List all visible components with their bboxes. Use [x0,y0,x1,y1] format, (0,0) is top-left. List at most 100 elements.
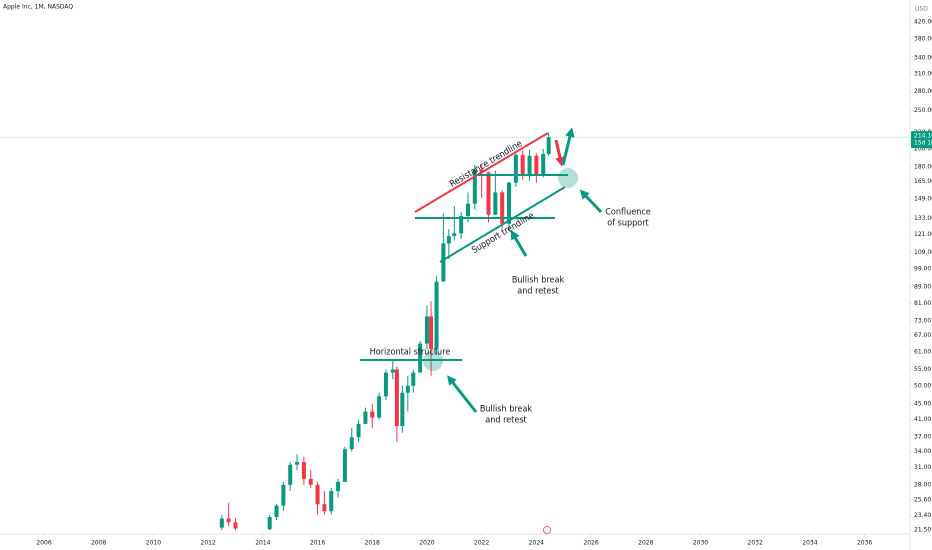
currency-label: USD [915,6,928,13]
candle-body [434,281,439,349]
candle-body [411,372,416,386]
candle-body [493,192,498,215]
candle-body [274,505,279,517]
retest-label: and retest [485,416,526,426]
resistance-line [414,132,549,213]
horizontal-label: Horizontal structure [370,348,451,358]
candle-body [459,215,464,234]
countdown-label: 15d 1h [914,140,932,147]
x-tick-label: 2006 [36,540,51,547]
last-price-tag [911,131,932,149]
y-tick-label: 99.00 [914,265,931,272]
retest-circle [423,351,443,371]
confluence-label: Confluence [605,208,651,218]
candle-body [322,504,327,512]
candle-body [390,369,395,373]
candle-body [400,392,405,427]
y-tick-label: 250.00 [914,107,932,114]
y-tick-label: 61.00 [914,348,931,355]
arrow-up [561,127,575,166]
last-price-label: 214.16 [914,133,932,140]
candle-body [219,518,224,528]
confluence-circle [558,168,578,188]
candle-body [336,481,341,492]
candle-body [301,462,306,479]
candle-body [452,233,457,237]
candle-body [267,516,272,530]
candle-body [315,484,320,505]
event-icon[interactable] [543,526,551,534]
y-tick-label: 23.40 [914,512,931,519]
y-tick-label: 165.00 [914,178,932,185]
candle-body [500,192,505,224]
candle-body [472,169,477,204]
candles [219,132,551,530]
y-tick-label: 73.00 [914,318,931,325]
y-tick-label: 89.00 [914,284,931,291]
arrow-down [554,139,565,167]
candle-body [349,437,354,450]
arrow [447,375,478,413]
x-tick-label: 2028 [638,540,653,547]
retest-label: Bullish break [480,405,533,415]
y-tick-label: 81.00 [914,300,931,307]
y-tick-label: 340.00 [914,55,932,62]
candle-body [363,411,368,424]
candle-body [429,316,434,349]
y-tick-label: 200.00 [914,145,932,152]
candle-body [541,154,546,176]
y-tick-label: 37.00 [914,434,931,441]
x-tick-label: 2010 [146,540,161,547]
arrow [579,189,603,214]
y-tick-label: 25.60 [914,497,931,504]
candle-body [308,478,313,485]
x-tick-label: 2030 [693,540,708,547]
x-tick-label: 2034 [802,540,817,547]
retest-label: Bullish break [512,276,565,286]
arrow [510,229,528,257]
support-line [439,186,566,263]
candle-body [507,182,512,224]
candle-body [383,372,388,397]
candle-body [424,316,429,344]
x-tick-label: 2026 [583,540,598,547]
confluence-label: of support [607,219,648,229]
candle-body [233,522,238,529]
candle-body [356,423,361,438]
y-tick-label: 180.00 [914,163,932,170]
candle-body [446,236,451,244]
y-tick-label: 41.00 [914,416,931,423]
candle-body [377,396,382,418]
y-tick-label: 28.00 [914,481,931,488]
candle-body [295,462,300,465]
x-tick-label: 2008 [91,540,106,547]
candle-body [465,203,470,216]
y-tick-label: 420.00 [914,19,932,26]
candle-body [288,464,293,485]
candle-body [479,169,484,173]
x-tick-label: 2022 [474,540,489,547]
x-tick-label: 2020 [419,540,434,547]
y-tick-label: 109.00 [914,249,932,256]
candle-body [405,385,410,393]
x-tick-label: 2012 [201,540,216,547]
x-tick-label: 2024 [529,540,544,547]
candle-body [520,154,525,176]
y-tick-label: 380.00 [914,36,932,43]
y-tick-label: 310.00 [914,70,932,77]
x-tick-label: 2014 [255,540,270,547]
y-tick-label: 55.00 [914,366,931,373]
candle-body [534,155,539,176]
y-tick-label: 121.00 [914,231,932,238]
retest-label: and retest [517,287,558,297]
x-tick-label: 2016 [310,540,325,547]
y-tick-label: 45.00 [914,400,931,407]
y-tick-label: 67.00 [914,332,931,339]
candle-body [486,172,491,215]
candle-body [441,243,446,282]
candle-body [513,154,518,183]
candle-body [370,411,375,418]
